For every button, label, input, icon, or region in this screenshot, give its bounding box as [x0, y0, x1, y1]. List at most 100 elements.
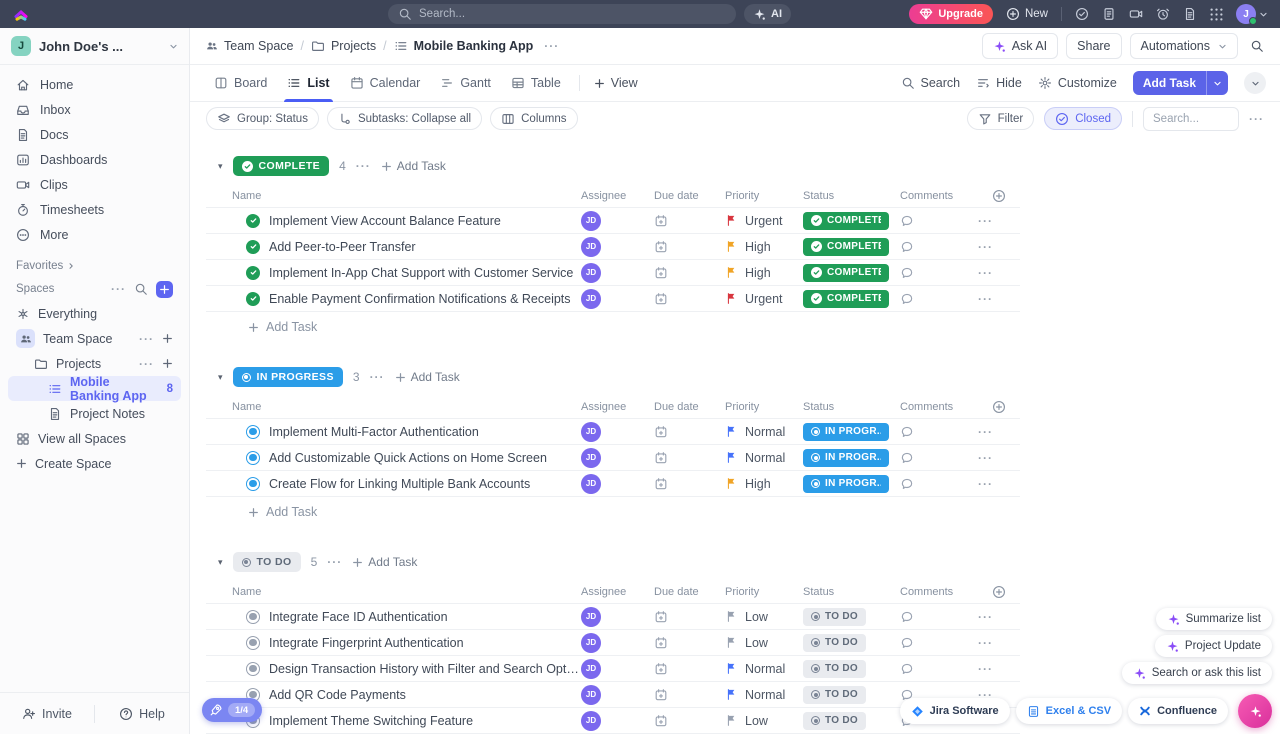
- due-date-icon[interactable]: [654, 214, 668, 228]
- plus-icon[interactable]: [162, 333, 173, 344]
- status-pill[interactable]: IN PROGR...: [803, 474, 889, 493]
- due-date-icon[interactable]: [654, 610, 668, 624]
- filter-pill[interactable]: Filter: [966, 107, 1035, 130]
- columns-pill[interactable]: Columns: [490, 107, 578, 130]
- apps-grid-icon[interactable]: [1210, 7, 1223, 21]
- ai-fab-button[interactable]: [1238, 694, 1272, 728]
- comment-icon[interactable]: [900, 688, 914, 702]
- share-button[interactable]: Share: [1066, 33, 1122, 59]
- comment-icon[interactable]: [900, 636, 914, 650]
- priority-flag-icon[interactable]: [725, 610, 738, 623]
- due-date-icon[interactable]: [654, 636, 668, 650]
- help-button[interactable]: Help: [95, 707, 189, 721]
- status-pill[interactable]: TO DO: [803, 711, 866, 730]
- clickup-logo-icon[interactable]: [12, 5, 30, 23]
- due-date-icon[interactable]: [654, 266, 668, 280]
- collapse-caret-icon[interactable]: ▾: [218, 371, 223, 382]
- integration-confluence[interactable]: Confluence: [1128, 698, 1228, 724]
- invite-button[interactable]: Invite: [0, 707, 94, 721]
- due-date-icon[interactable]: [654, 662, 668, 676]
- view-search-icon[interactable]: [1250, 39, 1264, 53]
- comment-icon[interactable]: [900, 451, 914, 465]
- comment-icon[interactable]: [900, 610, 914, 624]
- assignee-avatar[interactable]: JD: [581, 262, 601, 283]
- task-row[interactable]: Design Transaction History with Filter a…: [206, 656, 1020, 682]
- add-task-row[interactable]: Add Task: [206, 497, 1020, 527]
- ai-action-search-or-ask-this-list[interactable]: Search or ask this list: [1121, 662, 1272, 684]
- status-pill[interactable]: IN PROGR...: [803, 448, 889, 467]
- sidebar-item-docs[interactable]: Docs: [8, 122, 181, 147]
- status-pill[interactable]: TO DO: [803, 607, 866, 626]
- sidebar-item-timesheets[interactable]: Timesheets: [8, 197, 181, 222]
- add-space-button[interactable]: [156, 280, 173, 298]
- priority-flag-icon[interactable]: [725, 240, 738, 253]
- tab-gantt[interactable]: Gantt: [430, 65, 501, 101]
- due-date-icon[interactable]: [654, 477, 668, 491]
- tasks-icon[interactable]: [1075, 7, 1089, 21]
- row-menu-button[interactable]: ···: [978, 265, 993, 280]
- sidebar-item-inbox[interactable]: Inbox: [8, 97, 181, 122]
- list-menu-button[interactable]: ···: [1249, 111, 1264, 126]
- sidebar-item-mobile-banking-app[interactable]: Mobile Banking App 8: [8, 375, 181, 403]
- integration-excel[interactable]: Excel & CSV: [1015, 698, 1123, 724]
- due-date-icon[interactable]: [654, 292, 668, 306]
- task-status-icon[interactable]: [246, 609, 260, 624]
- status-pill[interactable]: TO DO: [803, 685, 866, 704]
- task-status-icon[interactable]: [246, 239, 260, 254]
- sidebar-item-team-space[interactable]: Team Space ···: [8, 326, 181, 351]
- sidebar-item-project-notes[interactable]: Project Notes: [8, 401, 181, 426]
- integration-jira[interactable]: Jira Software: [899, 698, 1010, 724]
- collapse-toolbar-button[interactable]: [1244, 72, 1266, 94]
- automations-button[interactable]: Automations: [1129, 33, 1238, 59]
- task-status-icon[interactable]: [246, 265, 260, 280]
- subtasks-pill[interactable]: Subtasks: Collapse all: [326, 107, 483, 130]
- task-status-icon[interactable]: [246, 661, 260, 676]
- row-menu-button[interactable]: ···: [978, 450, 993, 465]
- priority-flag-icon[interactable]: [725, 292, 738, 305]
- status-pill[interactable]: COMPLETE: [803, 237, 889, 256]
- comment-icon[interactable]: [900, 662, 914, 676]
- assignee-avatar[interactable]: JD: [581, 684, 601, 705]
- task-row[interactable]: Implement View Account Balance Feature J…: [206, 208, 1020, 234]
- task-status-icon[interactable]: [246, 213, 260, 228]
- task-status-icon[interactable]: [246, 291, 260, 306]
- user-avatar[interactable]: J: [1236, 4, 1257, 25]
- closed-pill[interactable]: Closed: [1044, 107, 1122, 130]
- assignee-avatar[interactable]: JD: [581, 421, 601, 442]
- sidebar-item-clips[interactable]: Clips: [8, 172, 181, 197]
- task-row[interactable]: Implement In-App Chat Support with Custo…: [206, 260, 1020, 286]
- sidebar-item-dashboards[interactable]: Dashboards: [8, 147, 181, 172]
- row-menu-button[interactable]: ···: [978, 213, 993, 228]
- breadcrumb-list[interactable]: Mobile Banking App: [394, 39, 533, 53]
- add-task-dropdown[interactable]: [1206, 71, 1228, 95]
- comment-icon[interactable]: [900, 292, 914, 306]
- task-row[interactable]: Create Flow for Linking Multiple Bank Ac…: [206, 471, 1020, 497]
- row-menu-button[interactable]: ···: [978, 291, 993, 306]
- task-status-icon[interactable]: [246, 424, 260, 439]
- row-menu-button[interactable]: ···: [978, 687, 993, 702]
- sidebar-item-projects[interactable]: Projects ···: [8, 351, 181, 376]
- group-status-badge[interactable]: IN PROGRESS: [232, 367, 343, 387]
- add-view-button[interactable]: View: [588, 76, 644, 90]
- list-search-input[interactable]: [1143, 106, 1239, 131]
- chevron-down-icon[interactable]: [1259, 10, 1268, 19]
- row-menu-button[interactable]: ···: [978, 635, 993, 650]
- priority-flag-icon[interactable]: [725, 214, 738, 227]
- due-date-icon[interactable]: [654, 425, 668, 439]
- assignee-avatar[interactable]: JD: [581, 236, 601, 257]
- priority-flag-icon[interactable]: [725, 477, 738, 490]
- status-pill[interactable]: TO DO: [803, 633, 866, 652]
- group-status-badge[interactable]: TO DO: [232, 552, 301, 572]
- sidebar-item-create-space[interactable]: Create Space: [8, 451, 181, 476]
- ai-action-project-update[interactable]: Project Update: [1154, 635, 1272, 657]
- plus-icon[interactable]: [162, 358, 173, 369]
- task-row[interactable]: Integrate Fingerprint Authentication JD …: [206, 630, 1020, 656]
- workspace-switcher[interactable]: J John Doe's ...: [0, 28, 189, 65]
- assignee-avatar[interactable]: JD: [581, 606, 601, 627]
- status-pill[interactable]: IN PROGR...: [803, 422, 889, 441]
- task-row[interactable]: Enable Payment Confirmation Notification…: [206, 286, 1020, 312]
- group-menu-button[interactable]: ···: [355, 159, 371, 173]
- row-menu-button[interactable]: ···: [978, 239, 993, 254]
- priority-flag-icon[interactable]: [725, 636, 738, 649]
- task-row[interactable]: Implement Multi-Factor Authentication JD…: [206, 419, 1020, 445]
